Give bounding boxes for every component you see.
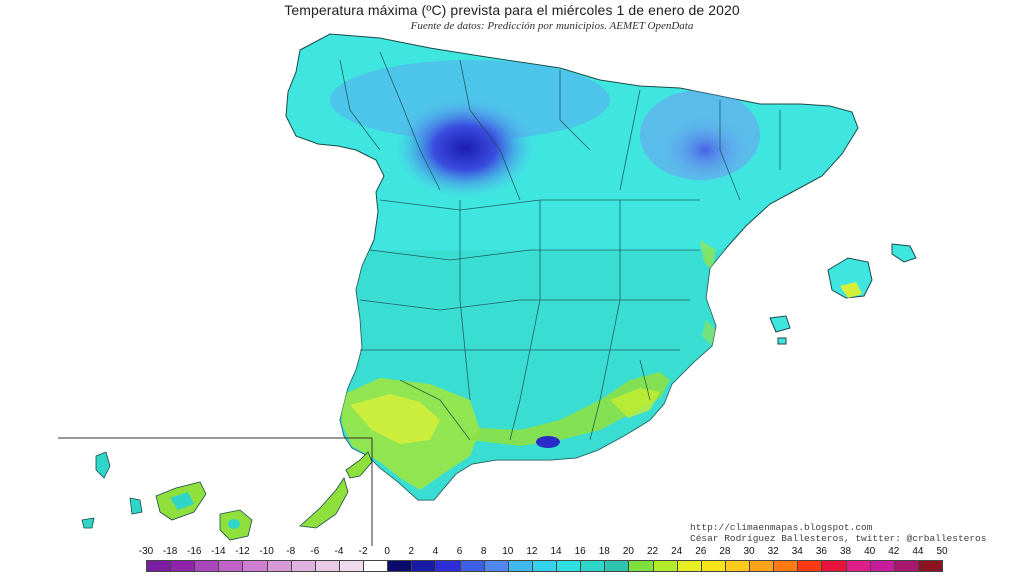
legend-swatch <box>363 560 389 572</box>
legend-swatch <box>459 560 485 572</box>
legend-swatch <box>580 560 606 572</box>
legend-swatch <box>869 560 895 572</box>
map-title: Temperatura máxima (ºC) prevista para el… <box>284 2 740 18</box>
legend-swatch <box>917 560 943 572</box>
legend-label: 36 <box>815 546 827 557</box>
legend-swatch <box>507 560 533 572</box>
legend-label: 42 <box>888 546 900 557</box>
legend-label: 12 <box>526 546 538 557</box>
credits-blog: http://climaenmapas.blogspot.com <box>690 522 873 533</box>
map-subtitle: Fuente de datos: Predicción por municipi… <box>410 20 694 32</box>
legend-swatch <box>314 560 340 572</box>
legend-label: 14 <box>550 546 562 557</box>
legend-label: 16 <box>574 546 586 557</box>
legend-label: 4 <box>432 546 439 557</box>
legend-label: -10 <box>259 546 274 557</box>
legend-label: 8 <box>480 546 487 557</box>
legend-label: 30 <box>743 546 755 557</box>
legend-label: -16 <box>187 546 202 557</box>
legend-label: 22 <box>646 546 659 557</box>
legend-swatch <box>556 560 582 572</box>
legend-swatch <box>411 560 437 572</box>
legend-swatch <box>194 560 220 572</box>
legend-label: -4 <box>334 546 344 557</box>
legend-label: 32 <box>767 546 779 557</box>
credits: http://climaenmapas.blogspot.com César R… <box>690 522 986 544</box>
legend-label: -12 <box>235 546 250 557</box>
legend-swatch <box>531 560 558 572</box>
legend-swatch <box>435 560 461 572</box>
legend-label: -2 <box>358 546 368 557</box>
legend-swatch <box>797 560 823 572</box>
legend-label: 44 <box>912 546 924 557</box>
temperature-map <box>58 33 917 546</box>
legend-label: -8 <box>286 546 296 557</box>
legend-swatch <box>676 560 702 572</box>
legend-swatch <box>266 560 292 572</box>
legend-swatch <box>652 560 678 572</box>
legend-label: 28 <box>719 546 731 557</box>
legend-label: 26 <box>695 546 707 557</box>
legend-swatch <box>773 560 799 572</box>
legend-label: -6 <box>310 546 320 557</box>
legend-swatch <box>628 560 654 572</box>
legend-swatch <box>290 560 316 572</box>
credits-author: César Rodríguez Ballesteros, twitter: @c… <box>690 533 987 544</box>
legend-label: 38 <box>839 546 852 557</box>
legend-swatch <box>218 560 244 572</box>
temperature-legend: -30 -18 -16 -14 -12 -10 -8 -6 -4 -2 0 2 4 6 8 10 12 14 16 1… <box>0 546 1024 576</box>
legend-label: 2 <box>408 546 415 557</box>
legend-swatch <box>821 560 847 572</box>
legend-label: 40 <box>864 546 876 557</box>
legend-swatch <box>242 560 268 572</box>
legend-label: 50 <box>936 546 948 557</box>
canary-inset <box>58 437 373 546</box>
legend-label: 34 <box>791 546 803 557</box>
legend-swatch <box>387 560 413 572</box>
legend-label: 24 <box>671 546 683 557</box>
legend-label: -14 <box>211 546 226 557</box>
legend-swatch <box>146 560 172 572</box>
legend-swatch <box>483 560 509 572</box>
legend-swatch <box>700 560 726 572</box>
legend-swatch <box>604 560 630 572</box>
legend-label: 10 <box>502 546 514 557</box>
legend-swatch <box>170 560 196 572</box>
legend-swatch <box>749 560 775 572</box>
legend-label: -18 <box>162 546 178 557</box>
legend-swatch <box>893 560 919 572</box>
legend-label: 20 <box>622 546 634 557</box>
legend-label: 18 <box>598 546 610 557</box>
legend-label: 6 <box>456 546 463 557</box>
legend-swatch <box>724 560 751 572</box>
legend-swatch <box>338 560 365 572</box>
legend-swatch <box>845 560 871 572</box>
legend-label: 0 <box>384 546 390 557</box>
legend-label: -30 <box>138 546 154 557</box>
balearic-islands <box>769 243 917 345</box>
